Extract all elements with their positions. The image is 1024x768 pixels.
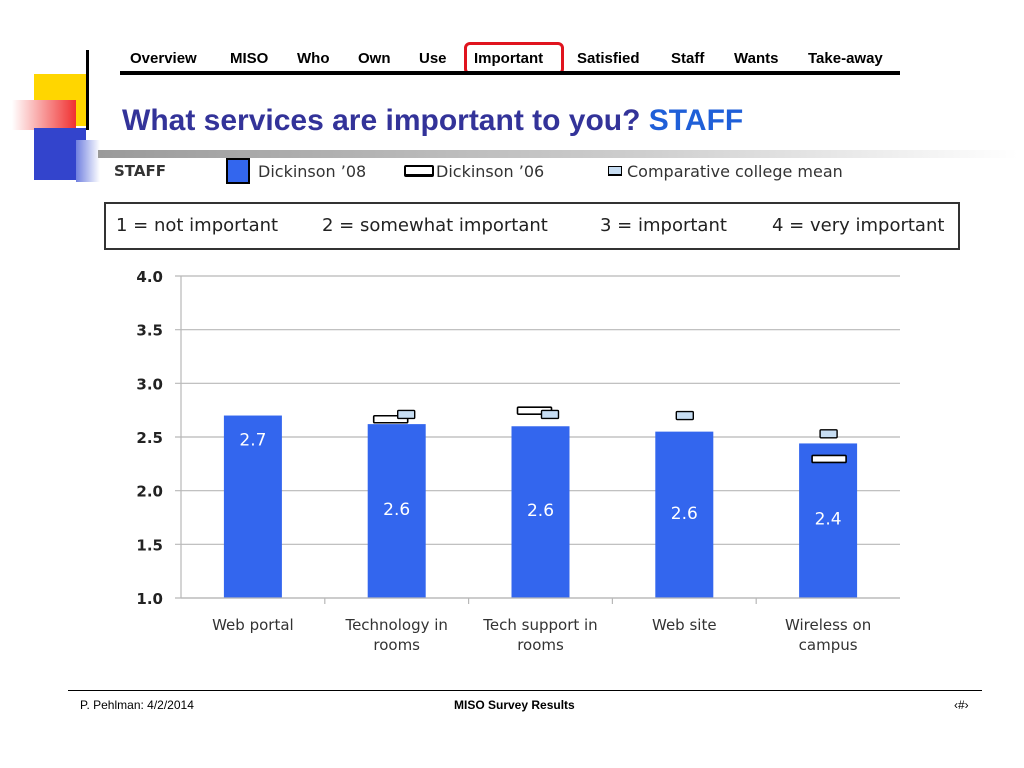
x-category-label: Technology in bbox=[344, 616, 447, 634]
nav-who[interactable]: Who bbox=[297, 50, 330, 67]
scale-item-4: 4 = very important bbox=[772, 215, 945, 236]
nav-use[interactable]: Use bbox=[419, 50, 447, 67]
nav-staff[interactable]: Staff bbox=[671, 50, 705, 67]
legend-label-dickinson-06: Dickinson ’06 bbox=[436, 162, 545, 181]
nav-overview[interactable]: Overview bbox=[130, 50, 197, 67]
footer-title: MISO Survey Results bbox=[454, 698, 575, 712]
marker-college-mean bbox=[675, 410, 694, 421]
nav-wants[interactable]: Wants bbox=[734, 50, 779, 67]
nav-satisfied[interactable]: Satisfied bbox=[577, 50, 640, 67]
slide-title: What services are important to you? STAF… bbox=[122, 104, 743, 138]
legend-label-college-mean: Comparative college mean bbox=[627, 162, 843, 181]
bar-data-label: 2.4 bbox=[815, 510, 842, 530]
bar-data-label: 2.7 bbox=[239, 431, 266, 451]
scale-item-2: 2 = somewhat important bbox=[322, 215, 548, 236]
bar-dickinson-08 bbox=[655, 431, 714, 598]
title-rule bbox=[98, 150, 1018, 158]
bar-dickinson-08 bbox=[511, 426, 570, 598]
title-main: What services are important to you? bbox=[122, 104, 641, 137]
bar-data-label: 2.6 bbox=[671, 504, 698, 524]
x-category-label: Tech support in bbox=[482, 616, 597, 634]
bar-data-label: 2.6 bbox=[527, 501, 554, 521]
legend-swatch-college-mean bbox=[608, 166, 622, 176]
y-tick-label: 1.0 bbox=[136, 590, 163, 608]
x-category-label: rooms bbox=[373, 636, 420, 654]
scale-item-1: 1 = not important bbox=[116, 215, 279, 236]
title-accent: STAFF bbox=[648, 104, 744, 137]
bar-data-label: 2.6 bbox=[383, 500, 410, 520]
marker-college-mean bbox=[540, 409, 560, 420]
nav-own[interactable]: Own bbox=[358, 50, 391, 67]
y-tick-label: 1.5 bbox=[136, 536, 163, 554]
bar-dickinson-08 bbox=[223, 415, 282, 598]
marker-college-mean bbox=[819, 429, 838, 439]
legend-swatch-dickinson-06 bbox=[404, 165, 434, 177]
legend-swatch-dickinson-08 bbox=[226, 158, 250, 184]
nav-important[interactable]: Important bbox=[474, 50, 544, 67]
y-tick-label: 2.0 bbox=[136, 483, 163, 501]
x-category-label: campus bbox=[799, 636, 858, 654]
scale-key-box: 1 = not important 2 = somewhat important… bbox=[104, 202, 960, 250]
decor-vertical-line bbox=[86, 50, 89, 130]
decor-red-block bbox=[12, 100, 76, 130]
y-tick-label: 2.5 bbox=[136, 429, 163, 447]
y-tick-label: 3.5 bbox=[136, 322, 163, 340]
y-tick-label: 4.0 bbox=[136, 268, 163, 286]
x-category-label: rooms bbox=[517, 636, 564, 654]
legend-group-label: STAFF bbox=[114, 162, 166, 180]
chart-legend: STAFF Dickinson ’08 Dickinson ’06 Compar… bbox=[108, 156, 988, 192]
bar-dickinson-08 bbox=[799, 443, 858, 598]
x-category-label: Web site bbox=[652, 616, 717, 634]
y-tick-label: 3.0 bbox=[136, 375, 163, 393]
nav-miso[interactable]: MISO bbox=[230, 50, 269, 67]
marker-dickinson-06 bbox=[811, 454, 847, 464]
decor-blue-fade bbox=[76, 140, 100, 182]
nav-underline bbox=[120, 71, 900, 75]
legend-label-dickinson-08: Dickinson ’08 bbox=[258, 162, 367, 181]
x-category-label: Wireless on bbox=[785, 616, 871, 634]
footer-author-date: P. Pehlman: 4/2/2014 bbox=[80, 698, 194, 712]
nav-take-away[interactable]: Take-away bbox=[808, 50, 883, 67]
footer-slide-number: ‹#› bbox=[954, 698, 969, 712]
marker-college-mean bbox=[397, 409, 416, 420]
footer-rule bbox=[68, 690, 982, 691]
nav-bar: Overview MISO Who Own Use Important Sati… bbox=[120, 42, 900, 75]
bar-dickinson-08 bbox=[367, 424, 426, 598]
scale-item-3: 3 = important bbox=[600, 215, 727, 236]
x-category-label: Web portal bbox=[212, 616, 294, 634]
